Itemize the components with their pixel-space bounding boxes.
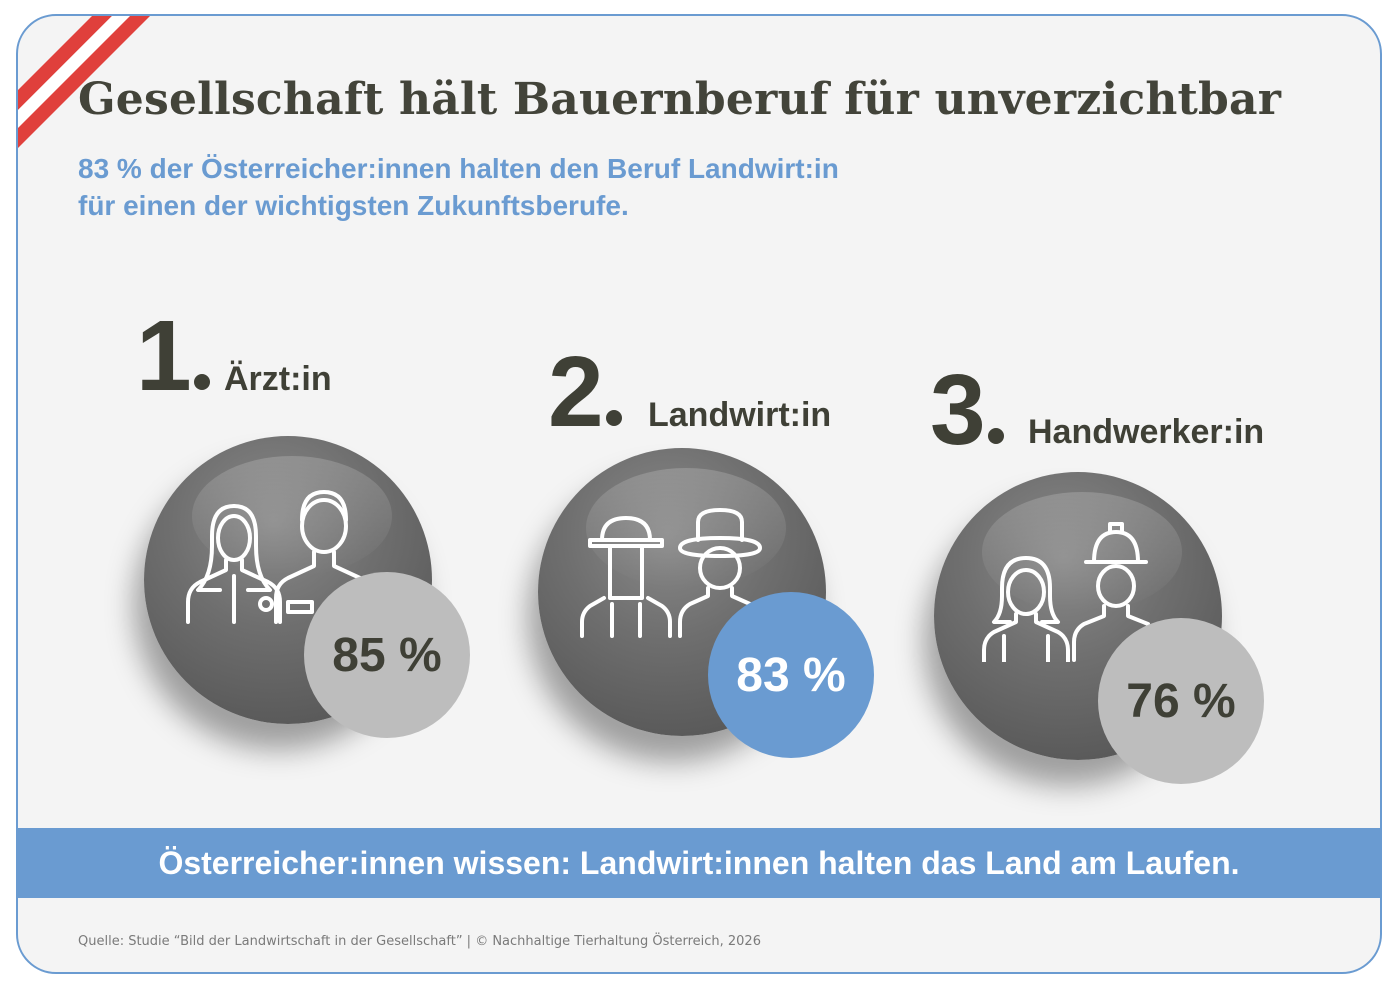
craftspeople-icon [982,522,1150,662]
rank-number-3: 3 [930,360,1004,460]
austrian-flag-stripes-icon [18,16,150,148]
page-title: Gesellschaft hält Bauernberuf für unverz… [78,74,1282,125]
subtitle: 83 % der Österreicher:innen halten den B… [78,150,839,224]
doctors-icon [186,490,374,624]
percent-badge-2: 83 % [708,592,874,758]
rank-label-3: Handwerker:in [1028,413,1265,451]
rank-label-2: Landwirt:in [648,396,832,434]
source-footnote: Quelle: Studie “Bild der Landwirtschaft … [78,934,761,949]
percent-badge-3: 76 % [1098,618,1264,784]
subtitle-line-2: für einen der wichtigsten Zukunftsberufe… [78,190,629,221]
rank-label-1: Ärzt:in [224,360,332,398]
infographic-card: Gesellschaft hält Bauernberuf für unverz… [16,14,1382,974]
rank-number-1: 1 [136,306,210,406]
rank-number-2: 2 [548,342,622,442]
subtitle-line-1: 83 % der Österreicher:innen halten den B… [78,153,839,184]
percent-badge-1: 85 % [304,572,470,738]
key-message-banner: Österreicher:innen wissen: Landwirt:inne… [18,828,1380,898]
